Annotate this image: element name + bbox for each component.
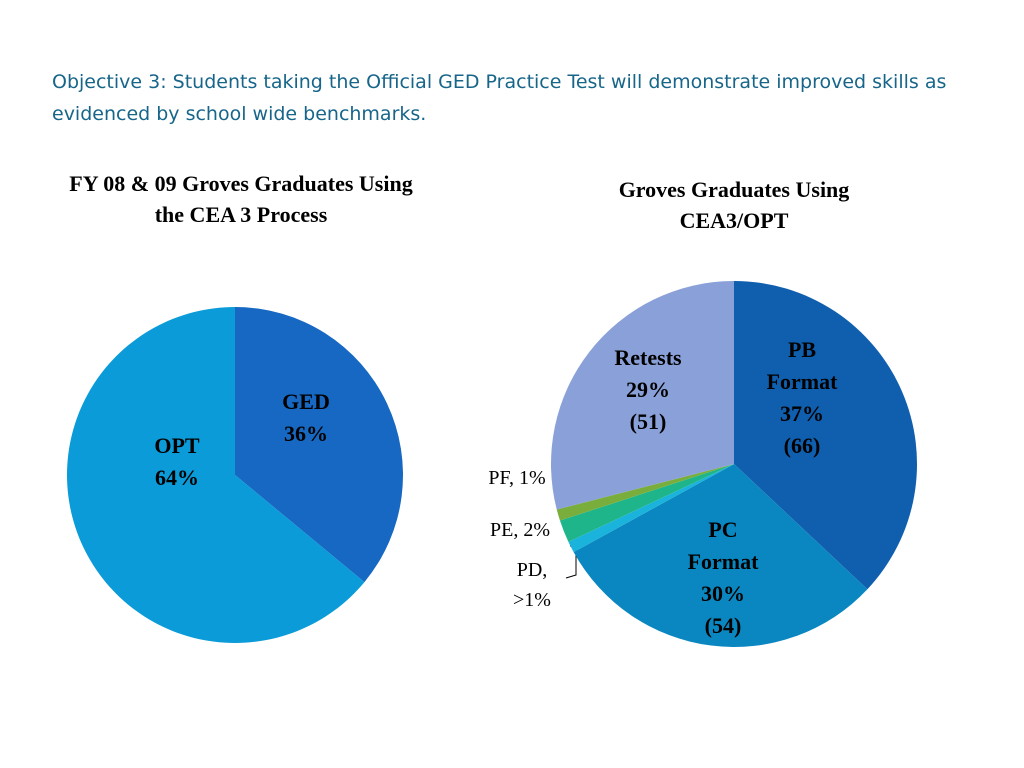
- value-label: 37%: [780, 401, 824, 426]
- pie-slice: [235, 307, 403, 583]
- count-label: (54): [704, 613, 742, 638]
- data-label: PF 1%: [488, 463, 545, 493]
- value-label: 64%: [155, 465, 199, 490]
- category-label: PC Format: [687, 517, 759, 574]
- data-label: Retests 29% (51): [593, 342, 703, 438]
- data-label: PB Format 37% (66): [752, 334, 852, 462]
- category-label: PF: [488, 467, 514, 489]
- pie-slice: [568, 464, 734, 553]
- category-label: PD: [517, 559, 548, 581]
- data-label: PD >1%: [502, 555, 562, 615]
- category-label: GED: [282, 389, 330, 414]
- value-label: >1%: [513, 589, 551, 611]
- pie-slice: [734, 281, 917, 590]
- pie-slice: [559, 464, 734, 542]
- chart-title: FY 08 & 09 Groves Graduates Using the CE…: [69, 171, 413, 227]
- category-label: OPT: [154, 433, 200, 458]
- data-label: OPT 64%: [127, 430, 227, 494]
- data-label: PC Format 30% (54): [673, 514, 773, 642]
- value-label: 30%: [701, 581, 745, 606]
- pie-slice: [556, 464, 734, 521]
- data-label: PE 2%: [490, 515, 550, 545]
- count-label: (66): [783, 433, 821, 458]
- pie-slice: [550, 281, 734, 510]
- category-label: PE: [490, 519, 518, 541]
- slide-title: Objective 3: Students taking the Officia…: [52, 71, 947, 125]
- category-label: Retests: [614, 345, 682, 370]
- category-label: PB Format: [766, 337, 838, 394]
- data-label: GED 36%: [256, 386, 356, 450]
- value-label: 29%: [626, 377, 670, 402]
- value-label: 2%: [523, 519, 551, 541]
- value-label: 36%: [284, 421, 328, 446]
- count-label: (51): [629, 409, 667, 434]
- pie-slice: [66, 307, 365, 644]
- value-label: 1%: [518, 467, 546, 489]
- pie-slice: [573, 464, 868, 648]
- chart-title: Groves Graduates Using CEA3/OPT: [618, 177, 850, 233]
